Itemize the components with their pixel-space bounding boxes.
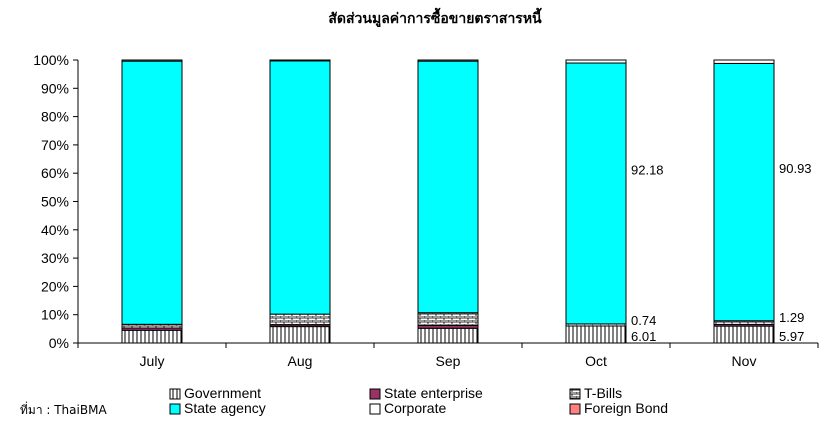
y-tick-label: 70% (41, 137, 69, 153)
bar-segment-corporate (121, 59, 183, 62)
legend-label: Government (184, 385, 261, 401)
data-label: 90.93 (779, 161, 812, 176)
x-category-label: Aug (288, 353, 313, 369)
bar-segment-government (713, 325, 775, 344)
data-label: 6.01 (631, 329, 656, 344)
y-tick-label: 90% (41, 80, 69, 96)
x-category-label: July (140, 353, 165, 369)
bar-segment-state-agency (713, 62, 775, 322)
legend-label: T-Bills (584, 385, 622, 401)
bar-segment-corporate (565, 59, 627, 64)
bar-segment-government (121, 329, 183, 344)
y-tick-label: 40% (41, 222, 69, 238)
bar-segment-state-agency (565, 62, 627, 325)
chart-data-labels: 6.010.74 92.18 5.97 1.29 90.93 (631, 161, 812, 344)
chart-axes: 0% 10% 20% 30% 40% 50% 60% 70% 80% 90% 100% July Aug… (33, 52, 819, 369)
x-category-label: Sep (436, 353, 461, 369)
bar-segment-government (417, 327, 479, 344)
bar-segment-government (269, 326, 331, 344)
legend-swatch (169, 403, 181, 415)
source-note: ที่มา : ThaiBMA (20, 401, 107, 417)
bar-segment-t-bills (121, 323, 183, 329)
bar-segment-t-bills (269, 313, 331, 326)
y-tick-label: 80% (41, 109, 69, 125)
chart-bars (121, 59, 775, 344)
bar-segment-state-agency (121, 60, 183, 325)
y-tick-label: 20% (41, 278, 69, 294)
y-tick-label: 30% (41, 250, 69, 266)
x-category-label: Oct (585, 353, 607, 369)
bar-segment-corporate (713, 59, 775, 64)
legend-swatch (369, 403, 381, 415)
legend-swatch (369, 388, 381, 400)
y-tick-label: 100% (33, 52, 69, 68)
legend-label: Corporate (384, 400, 446, 416)
bar-segment-t-bills (417, 312, 479, 326)
data-label: 92.18 (631, 162, 664, 177)
y-tick-label: 60% (41, 165, 69, 181)
data-label: 5.97 (779, 329, 804, 344)
data-label: 0.74 (631, 313, 656, 328)
legend-swatch (569, 403, 581, 415)
bar-segment-government (565, 325, 627, 344)
data-label: 1.29 (779, 310, 804, 325)
legend-swatch (569, 388, 581, 400)
chart-title: สัดส่วนมูลค่าการซื้อขายตราสารหนี้ (328, 7, 542, 27)
legend-label: State enterprise (384, 385, 483, 401)
bar-segment-state-agency (269, 60, 331, 315)
legend-swatch (169, 388, 181, 400)
legend-label: State agency (184, 400, 266, 416)
chart-legend: Government State enterprise T-Bills State a… (169, 385, 668, 416)
x-category-label: Nov (732, 353, 757, 369)
legend-label: Foreign Bond (584, 400, 668, 416)
y-tick-label: 50% (41, 194, 69, 210)
y-tick-label: 0% (49, 335, 69, 351)
y-tick-label: 10% (41, 307, 69, 323)
bar-segment-t-bills (713, 320, 775, 325)
bar-segment-state-agency (417, 60, 479, 314)
bar-segment-corporate (417, 59, 479, 62)
bar-segment-corporate (269, 59, 331, 62)
